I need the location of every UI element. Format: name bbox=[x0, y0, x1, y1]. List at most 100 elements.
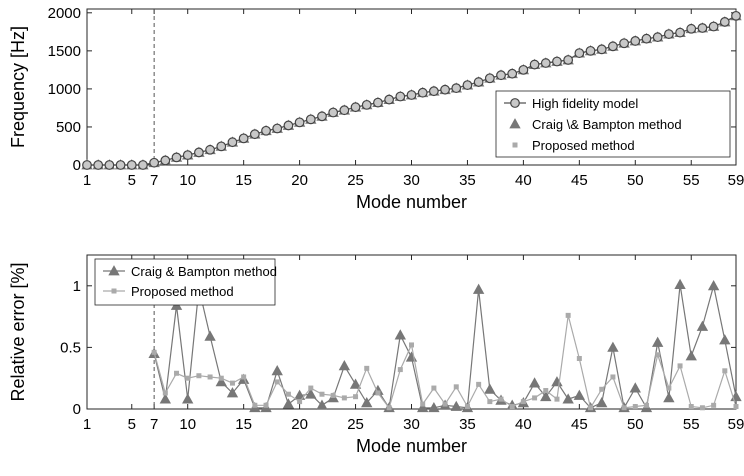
data-point bbox=[554, 396, 560, 402]
data-point bbox=[498, 396, 504, 402]
data-point bbox=[241, 374, 247, 380]
data-point bbox=[685, 350, 697, 361]
data-point bbox=[563, 55, 574, 65]
data-point bbox=[722, 368, 728, 374]
x-tick-label: 10 bbox=[179, 172, 196, 189]
series-0 bbox=[82, 10, 741, 170]
data-point bbox=[308, 385, 314, 391]
data-point bbox=[464, 404, 470, 410]
data-point bbox=[353, 394, 359, 400]
data-point bbox=[93, 160, 104, 170]
x-tick-label: 10 bbox=[179, 416, 196, 433]
data-point bbox=[229, 380, 235, 386]
data-point bbox=[205, 144, 215, 155]
data-point bbox=[420, 401, 426, 407]
data-point bbox=[171, 152, 182, 163]
y-tick-label: 500 bbox=[56, 119, 81, 136]
y-tick-label: 1 bbox=[73, 278, 81, 295]
data-point bbox=[115, 160, 126, 170]
data-point bbox=[596, 397, 608, 408]
legend: Craig & Bampton method Proposed method bbox=[94, 258, 277, 306]
data-point bbox=[688, 404, 694, 410]
data-point bbox=[159, 393, 172, 404]
data-point bbox=[274, 379, 280, 385]
data-point bbox=[185, 375, 191, 381]
data-point bbox=[319, 391, 325, 397]
data-point bbox=[305, 388, 317, 399]
y-axis-label: Relative error [%] bbox=[8, 262, 28, 401]
y-tick-label: 0 bbox=[73, 157, 81, 174]
data-point bbox=[316, 399, 328, 410]
data-point bbox=[431, 385, 437, 391]
data-point bbox=[397, 367, 403, 373]
x-tick-label: 5 bbox=[128, 416, 136, 433]
x-tick-label: 59 bbox=[728, 416, 744, 433]
x-tick-label: 45 bbox=[571, 172, 588, 189]
data-point bbox=[252, 402, 258, 408]
x-tick-label: 5 bbox=[128, 172, 136, 189]
data-point bbox=[440, 84, 450, 95]
y-tick-label: 1500 bbox=[48, 43, 81, 60]
x-tick-label: 59 bbox=[728, 172, 744, 189]
data-point bbox=[674, 278, 686, 289]
data-point bbox=[182, 393, 194, 404]
legend: High fidelity model Craig \& Bampton meth… bbox=[495, 90, 731, 158]
data-point bbox=[608, 41, 618, 52]
data-point bbox=[104, 160, 115, 170]
data-point bbox=[651, 336, 664, 347]
y-tick-label: 2000 bbox=[48, 5, 81, 22]
data-point bbox=[551, 376, 563, 387]
data-point bbox=[249, 129, 260, 140]
x-tick-label: 25 bbox=[347, 172, 364, 189]
data-point bbox=[338, 360, 351, 371]
data-point bbox=[677, 363, 683, 369]
data-point bbox=[532, 395, 538, 401]
data-point bbox=[151, 349, 157, 355]
data-point bbox=[193, 147, 204, 158]
legend-entry: High fidelity model bbox=[532, 96, 638, 111]
x-tick-label: 20 bbox=[291, 416, 308, 433]
data-point bbox=[282, 398, 295, 409]
x-tick-label: 7 bbox=[150, 172, 158, 189]
data-point bbox=[373, 97, 383, 108]
data-point bbox=[350, 102, 361, 113]
data-point bbox=[174, 370, 180, 376]
data-point bbox=[675, 27, 685, 38]
legend-entry: Craig & Bampton method bbox=[131, 264, 277, 279]
data-point bbox=[599, 386, 605, 392]
x-tick-label: 50 bbox=[627, 416, 644, 433]
legend-box bbox=[94, 258, 276, 306]
y-tick-label: 0 bbox=[73, 401, 81, 418]
data-point bbox=[697, 23, 708, 33]
x-tick-label: 1 bbox=[83, 172, 91, 189]
data-point bbox=[699, 405, 705, 411]
data-point bbox=[349, 378, 362, 389]
x-tick-label: 40 bbox=[515, 416, 532, 433]
series-line bbox=[153, 315, 737, 410]
data-point bbox=[428, 86, 439, 97]
x-tick-label: 15 bbox=[235, 172, 252, 189]
data-point bbox=[384, 94, 395, 105]
data-point bbox=[361, 99, 372, 110]
data-point bbox=[686, 23, 697, 34]
legend-box bbox=[495, 90, 731, 158]
x-tick-label: 20 bbox=[291, 172, 308, 189]
legend-entry: Proposed method bbox=[131, 284, 234, 299]
data-point bbox=[204, 330, 216, 341]
data-point bbox=[484, 73, 495, 84]
x-tick-label: 40 bbox=[515, 172, 532, 189]
data-point bbox=[719, 17, 730, 27]
data-point bbox=[607, 341, 619, 352]
data-point bbox=[305, 114, 316, 125]
x-tick-label: 35 bbox=[459, 172, 476, 189]
x-tick-label: 7 bbox=[150, 416, 158, 433]
y-tick-label: 0.5 bbox=[60, 339, 81, 356]
data-point bbox=[518, 64, 529, 75]
frequency-chart: 1 5 7 10 15 20 25 30 35 40 45 50 55 59050010001500200… bbox=[8, 5, 744, 212]
data-point bbox=[297, 399, 303, 405]
data-point bbox=[630, 36, 641, 46]
x-tick-label: 1 bbox=[83, 416, 91, 433]
data-point bbox=[218, 375, 224, 381]
data-point bbox=[643, 402, 649, 408]
